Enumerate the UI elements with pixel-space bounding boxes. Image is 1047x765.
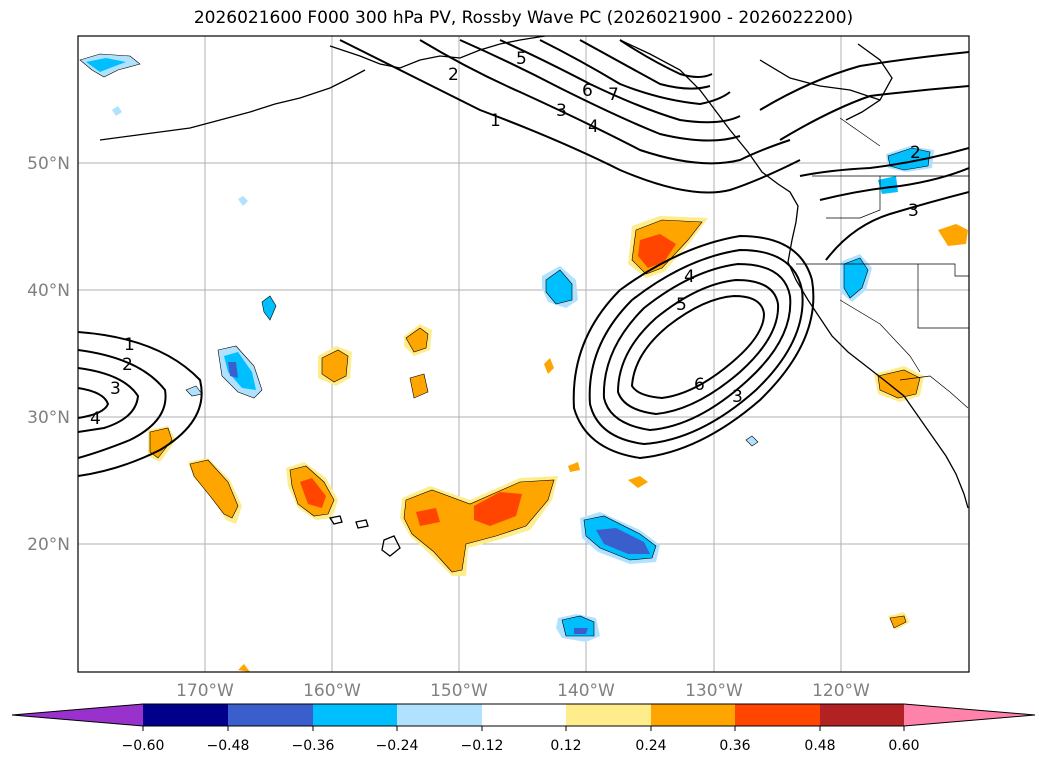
colorbar: −0.60 −0.48 −0.36 −0.24 −0.12 0.12 0.24 … — [11, 703, 1036, 754]
contour-label: 1 — [490, 111, 501, 131]
pv-contours — [78, 39, 969, 477]
latitude-labels: 50°N 40°N 30°N 20°N — [27, 154, 70, 555]
contour-label: 3 — [732, 387, 743, 407]
longitude-labels: 170°W 160°W 150°W 140°W 130°W 120°W — [176, 681, 870, 701]
map-frame — [77, 35, 970, 673]
colorbar-segment — [735, 704, 820, 726]
contour-label: 3 — [110, 379, 121, 399]
colorbar-segment — [651, 704, 735, 726]
contour-label: 1 — [124, 335, 135, 355]
colorbar-segment — [397, 704, 482, 726]
colorbar-segment — [482, 704, 566, 726]
colorbar-extend-low — [12, 704, 143, 726]
lon-label: 120°W — [812, 681, 870, 701]
contour-label: 6 — [582, 81, 593, 101]
lon-label: 160°W — [303, 681, 361, 701]
colorbar-tick-label: 0.36 — [719, 738, 750, 754]
colorbar-tick-label: 0.24 — [635, 738, 666, 754]
colorbar-tick-label: −0.48 — [207, 738, 250, 754]
contour-label: 3 — [908, 201, 919, 221]
colorbar-extend-high — [904, 704, 1035, 726]
lat-label: 30°N — [27, 408, 70, 428]
contour-label: 2 — [122, 355, 133, 375]
colorbar-tick-label: −0.12 — [461, 738, 504, 754]
contour-label: 6 — [694, 375, 705, 395]
colorbar-tick-label: 0.12 — [550, 738, 581, 754]
colorbar-segment — [820, 704, 904, 726]
colorbar-segment — [143, 704, 228, 726]
map-title: 2026021600 F000 300 hPa PV, Rossby Wave … — [193, 8, 854, 28]
lon-label: 170°W — [176, 681, 234, 701]
lat-label: 40°N — [27, 281, 70, 301]
positive-anomaly-fills — [148, 216, 968, 672]
colorbar-tick-label: −0.60 — [122, 738, 165, 754]
lat-label: 20°N — [27, 535, 70, 555]
lon-label: 130°W — [685, 681, 743, 701]
contour-label: 4 — [684, 267, 695, 287]
colorbar-tick-label: 0.60 — [888, 738, 919, 754]
colorbar-segment — [313, 704, 397, 726]
lon-label: 140°W — [557, 681, 615, 701]
contour-label: 2 — [448, 65, 459, 85]
colorbar-segment — [566, 704, 651, 726]
contour-label: 4 — [588, 117, 599, 137]
contour-label: 3 — [556, 101, 567, 121]
map-area — [78, 36, 969, 672]
contour-label: 2 — [910, 143, 921, 163]
negative-anomaly-fills — [79, 53, 934, 642]
coastlines — [99, 36, 969, 557]
colorbar-tick-label: −0.36 — [292, 738, 335, 754]
colorbar-tick-label: −0.24 — [376, 738, 419, 754]
contour-label: 4 — [90, 409, 101, 429]
colorbar-tick-label: 0.48 — [804, 738, 835, 754]
colorbar-segment — [228, 704, 313, 726]
contour-labels: 1 2 3 4 5 6 7 1 2 3 4 4 5 6 3 2 3 — [90, 49, 921, 429]
contour-label: 5 — [676, 295, 687, 315]
lon-label: 150°W — [430, 681, 488, 701]
contour-label: 5 — [516, 49, 527, 69]
lat-label: 50°N — [27, 154, 70, 174]
contour-label: 7 — [608, 85, 619, 105]
